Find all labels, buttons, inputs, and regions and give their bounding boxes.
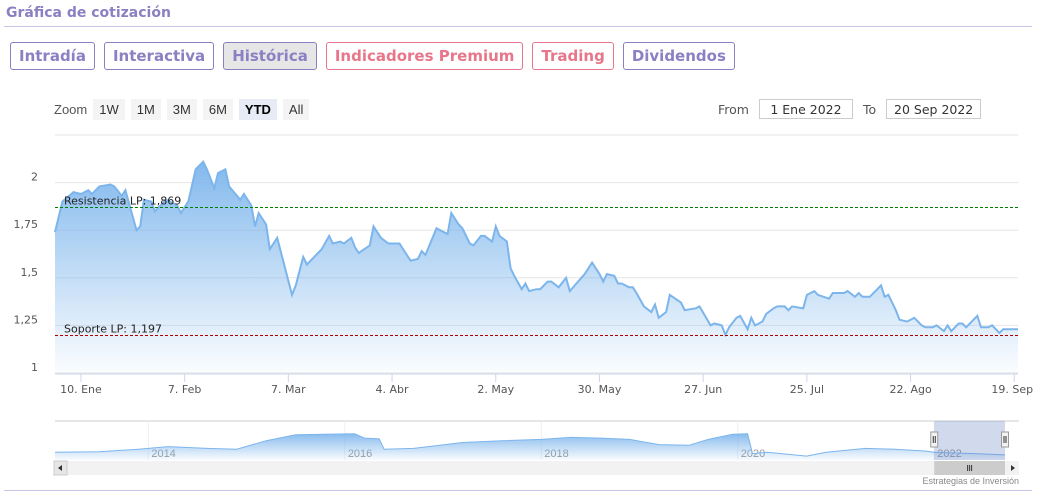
tab-indicadores-premium[interactable]: Indicadores Premium — [325, 42, 524, 70]
navigator-handle-right[interactable] — [1001, 431, 1009, 448]
tab-interactiva[interactable]: Interactiva — [103, 42, 215, 70]
scrollbar-track[interactable] — [55, 461, 1018, 475]
arrow-right-icon — [1011, 465, 1015, 471]
credit-text: Estrategias de Inversión — [922, 476, 1019, 486]
zoom-6m-button[interactable]: 6M — [202, 99, 233, 120]
y-tick-label: 1,25 — [14, 313, 39, 326]
from-date-input[interactable]: 1 Ene 2022 — [758, 99, 853, 119]
y-tick-label: 1 — [31, 361, 38, 374]
tab-intradia[interactable]: Intradía — [10, 42, 95, 70]
x-tick-label: 7. Feb — [168, 383, 201, 396]
date-range: From 1 Ene 2022 To 20 Sep 2022 — [718, 99, 991, 119]
navigator-area — [55, 433, 1005, 460]
x-tick-label: 30. May — [578, 383, 622, 396]
tab-historica[interactable]: Histórica — [223, 42, 317, 70]
divider — [4, 26, 1032, 27]
plot-line-label: Soporte LP: 1,197 — [64, 322, 162, 335]
navigator-handle-left[interactable] — [930, 431, 939, 448]
to-label: To — [862, 101, 877, 117]
x-tick-label: 27. Jun — [684, 383, 722, 396]
page-title: Gráfica de cotización — [6, 5, 171, 21]
x-tick-label: 19. Sep — [991, 383, 1033, 396]
x-tick-label: 2. May — [477, 383, 514, 396]
zoom-ytd-button[interactable]: YTD — [238, 99, 277, 120]
tab-dividendos[interactable]: Dividendos — [622, 42, 735, 70]
series-line — [54, 159, 1018, 338]
zoom-selector: Zoom 1W 1M 3M 6M YTD All — [54, 99, 310, 120]
arrow-left-icon — [58, 465, 62, 471]
series-area — [55, 161, 1018, 373]
y-tick-label: 1,5 — [21, 266, 39, 279]
y-tick-label: 1,75 — [14, 218, 39, 231]
from-label: From — [718, 101, 749, 117]
plot-line-label: Resistencia LP: 1,869 — [64, 195, 181, 208]
x-tick-label: 25. Jul — [790, 383, 824, 396]
x-tick-label: 4. Abr — [376, 383, 409, 396]
navigator-line — [54, 433, 1006, 457]
zoom-label: Zoom — [54, 102, 88, 117]
zoom-3m-button[interactable]: 3M — [166, 99, 197, 120]
x-tick-label: 22. Ago — [889, 383, 931, 396]
zoom-all-button[interactable]: All — [282, 99, 310, 120]
zoom-1m-button[interactable]: 1M — [130, 99, 161, 120]
x-tick-label: 10. Ene — [60, 383, 102, 396]
divider — [4, 490, 1032, 491]
zoom-1w-button[interactable]: 1W — [93, 99, 125, 120]
tab-trading[interactable]: Trading — [532, 42, 614, 70]
chart-tabs: Intradía Interactiva Histórica Indicador… — [10, 42, 735, 70]
y-tick-label: 2 — [31, 171, 38, 184]
x-tick-label: 7. Mar — [271, 383, 306, 396]
to-date-input[interactable]: 20 Sep 2022 — [886, 99, 982, 119]
navigator-selection — [934, 421, 1005, 460]
